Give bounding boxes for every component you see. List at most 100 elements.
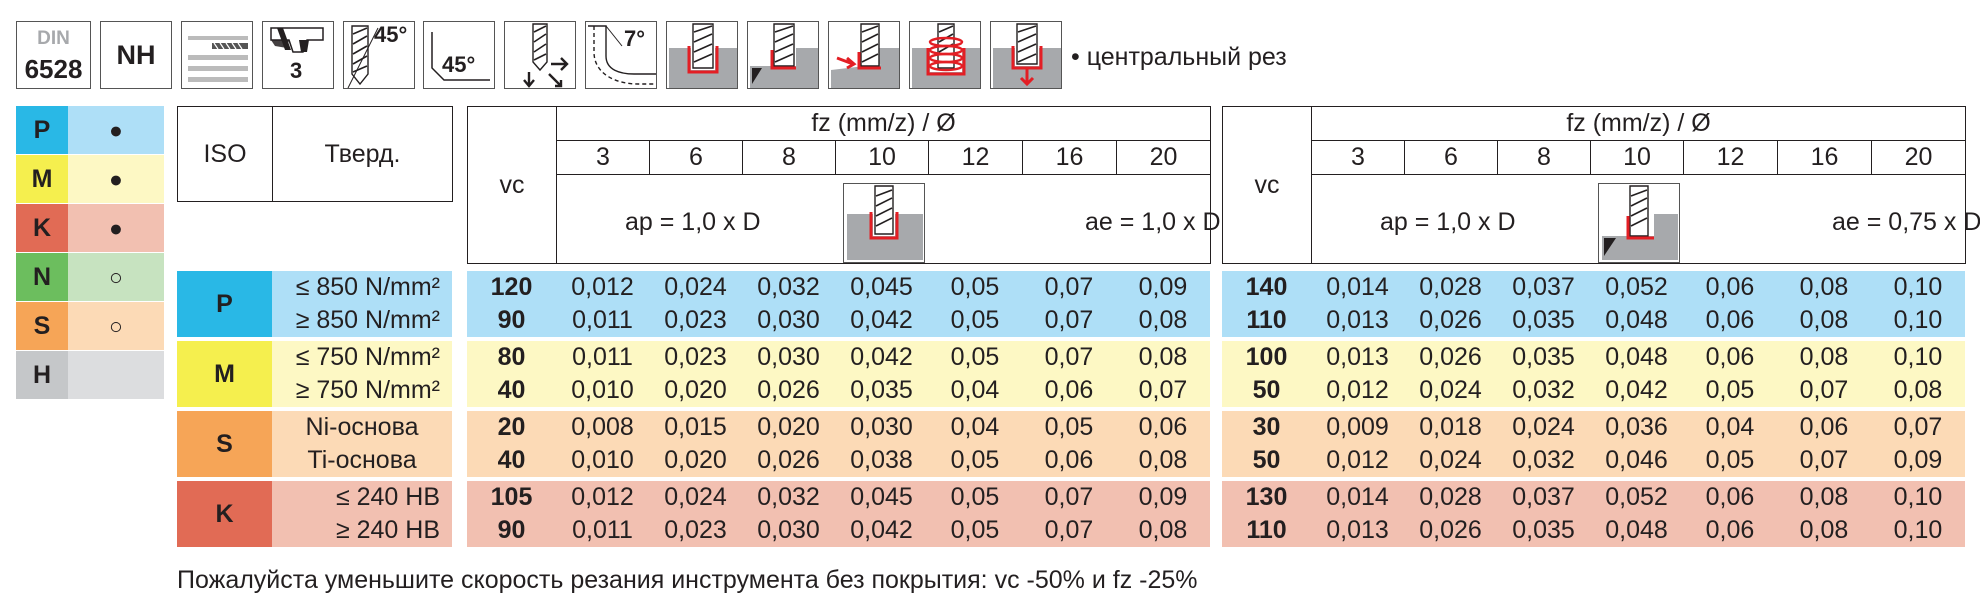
flutes-count: 3 <box>290 58 303 83</box>
slot-full-width-icon <box>843 183 925 263</box>
drill-direction-icon <box>504 21 576 89</box>
nh-label: NH <box>116 40 156 70</box>
clearance-7-icon: 7° <box>585 21 657 89</box>
legend-row-k: K ● <box>16 204 164 252</box>
fz-value: 0,09 <box>1893 446 1943 474</box>
vc-value: 40 <box>497 376 526 404</box>
cut1-rows-p: 120 0,012 0,024 0,032 0,045 0,05 0,07 0,09 90 0,0… <box>467 271 1210 337</box>
fz-value: 0,013 <box>1326 516 1389 544</box>
fz-value: 0,037 <box>1512 273 1575 301</box>
fz-value: 0,013 <box>1326 343 1389 371</box>
fz-value: 0,06 <box>1705 273 1755 301</box>
fz-value: 0,035 <box>1512 516 1575 544</box>
fz-value: 0,024 <box>1419 376 1482 404</box>
fz-value: 0,036 <box>1605 413 1668 441</box>
fz-value: 0,10 <box>1893 273 1943 301</box>
diameter-header: 3 <box>556 140 650 175</box>
fz-value: 0,08 <box>1799 273 1849 301</box>
cut2-header: vc fz (mm/z) / Ø 3 6 8 10 12 16 20 ap = 1,0 x … <box>1222 106 1980 264</box>
fz-header: fz (mm/z) / Ø <box>1310 106 1967 141</box>
fz-value: 0,020 <box>664 376 727 404</box>
fz-value: 0,011 <box>572 516 633 544</box>
fz-value: 0,026 <box>757 446 820 474</box>
fz-value: 0,014 <box>1326 273 1389 301</box>
material-group-s: S Ni-основа Ti-основа <box>177 411 452 477</box>
fz-value: 0,04 <box>950 376 1000 404</box>
ramping-icon <box>828 21 900 89</box>
iso-header: ISO <box>177 106 273 202</box>
diameter-header: 12 <box>928 140 1023 175</box>
fz-value: 0,048 <box>1605 516 1668 544</box>
fz-value: 0,06 <box>1705 516 1755 544</box>
material-group-p: P ≤ 850 N/mm² ≥ 850 N/mm² <box>177 271 452 337</box>
fz-value: 0,012 <box>1326 446 1389 474</box>
fz-value: 0,05 <box>950 306 1000 334</box>
plunging-icon <box>990 21 1062 89</box>
fz-value: 0,037 <box>1512 483 1575 511</box>
legend-letter: M <box>16 155 68 203</box>
table-row: 40 0,010 0,020 0,026 0,038 0,05 0,06 0,08 <box>467 444 1210 477</box>
hardness-header: Тверд. <box>272 106 453 202</box>
table-row: 50 0,012 0,024 0,032 0,042 0,05 0,07 0,08 <box>1222 374 1965 407</box>
hardness-value: ≤ 750 N/mm² <box>272 341 452 374</box>
legend-row-s: S ○ <box>16 302 164 350</box>
fz-value: 0,011 <box>572 306 633 334</box>
vc-value: 110 <box>1246 306 1287 334</box>
fz-value: 0,030 <box>757 516 820 544</box>
vc-value: 20 <box>497 413 526 441</box>
fz-value: 0,09 <box>1138 273 1188 301</box>
chamfer-45-icon: 45° <box>423 21 495 89</box>
diameter-header: 10 <box>1590 140 1684 175</box>
fz-value: 0,05 <box>1044 413 1094 441</box>
vc-value: 80 <box>497 343 526 371</box>
fz-value: 0,05 <box>950 273 1000 301</box>
fz-value: 0,035 <box>1512 306 1575 334</box>
fz-value: 0,06 <box>1138 413 1188 441</box>
table-row: 130 0,014 0,028 0,037 0,052 0,06 0,08 0,10 <box>1222 481 1965 514</box>
fz-value: 0,05 <box>1705 446 1755 474</box>
fz-value: 0,012 <box>571 483 634 511</box>
fz-value: 0,024 <box>664 273 727 301</box>
cut2-ae-label: ae = 0,75 x D <box>1832 208 1980 236</box>
fz-value: 0,028 <box>1419 483 1482 511</box>
cut1-header: vc fz (mm/z) / Ø 3 6 8 10 12 16 20 ap = 1,0 x … <box>467 106 1221 264</box>
fz-value: 0,08 <box>1799 343 1849 371</box>
cut1-ap-ae: ap = 1,0 x D ae = 1,0 x D <box>555 174 1221 264</box>
vc-value: 130 <box>1245 483 1288 511</box>
legend-suitability-mark: ○ <box>68 253 164 301</box>
legend-row-h: H <box>16 351 164 399</box>
diameter-header: 6 <box>1404 140 1498 175</box>
fz-value: 0,06 <box>1705 306 1755 334</box>
fz-value: 0,07 <box>1138 376 1188 404</box>
hardness-value: ≤ 240 HB <box>272 481 452 514</box>
slotting-icon <box>666 21 738 89</box>
vc-value: 90 <box>497 306 526 334</box>
fz-value: 0,042 <box>1605 376 1668 404</box>
fz-value: 0,030 <box>850 413 913 441</box>
fz-value: 0,014 <box>1326 483 1389 511</box>
vc-value: 50 <box>1252 446 1281 474</box>
fz-value: 0,08 <box>1799 306 1849 334</box>
fz-value: 0,07 <box>1044 483 1094 511</box>
fz-value: 0,07 <box>1799 446 1849 474</box>
legend-letter: H <box>16 351 68 399</box>
din-number: 6528 <box>24 54 83 84</box>
fz-value: 0,07 <box>1044 306 1094 334</box>
fz-value: 0,08 <box>1799 483 1849 511</box>
fz-value: 0,07 <box>1799 376 1849 404</box>
fz-value: 0,030 <box>757 306 820 334</box>
fz-value: 0,045 <box>850 483 913 511</box>
fz-value: 0,07 <box>1044 516 1094 544</box>
diameter-header: 20 <box>1870 140 1967 175</box>
fz-value: 0,05 <box>950 516 1000 544</box>
cut2-rows-k: 130 0,014 0,028 0,037 0,052 0,06 0,08 0,10 110 0,… <box>1222 481 1965 547</box>
legend-suitability-mark: ● <box>68 106 164 154</box>
cut1-ap-label: ap = 1,0 x D <box>625 208 761 236</box>
uncoated-tool-note: Пожалуйста уменьшите скорость резания ин… <box>177 566 1198 594</box>
vc-value: 100 <box>1245 343 1288 371</box>
fz-value: 0,10 <box>1893 483 1943 511</box>
legend-letter: S <box>16 302 68 350</box>
vc-value: 40 <box>497 446 526 474</box>
diameter-header: 8 <box>742 140 836 175</box>
cut2-rows-m: 100 0,013 0,026 0,035 0,048 0,06 0,08 0,10 50 0,0… <box>1222 341 1965 407</box>
